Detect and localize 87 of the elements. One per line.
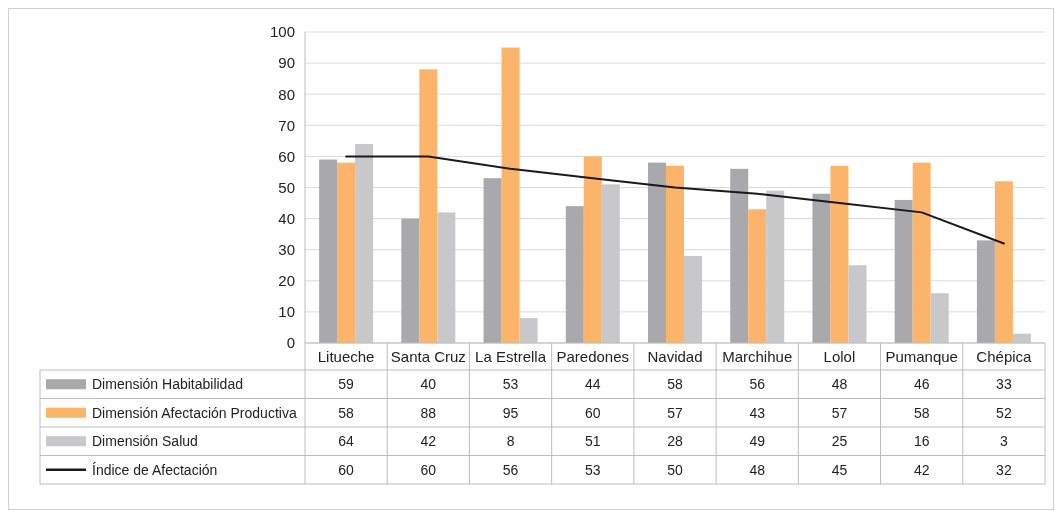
y-tick-label: 40	[278, 209, 295, 227]
y-tick-label: 80	[278, 85, 295, 103]
y-tick-label: 0	[286, 334, 295, 352]
x-tick-label: Pumanque	[885, 347, 958, 365]
data-label: 32	[996, 461, 1012, 478]
x-tick-label: Litueche	[317, 347, 375, 365]
data-label: 46	[913, 376, 930, 393]
data-label: 16	[913, 433, 930, 450]
data-label: 44	[584, 376, 601, 393]
bar	[319, 159, 338, 343]
y-tick-label: 30	[278, 241, 295, 258]
bar	[994, 181, 1013, 343]
data-label: 56	[749, 376, 766, 393]
data-label: 60	[584, 404, 601, 421]
data-label: 51	[584, 433, 601, 450]
bar	[894, 199, 913, 343]
data-label: 60	[420, 461, 437, 478]
legend-label: Dimensión Habitabilidad	[92, 376, 243, 393]
data-label: 57	[667, 404, 683, 421]
bar	[401, 218, 420, 343]
data-label: 43	[749, 404, 766, 421]
data-label: 57	[831, 404, 848, 421]
y-tick-label: 70	[278, 116, 295, 134]
data-label: 42	[420, 433, 437, 450]
bar	[419, 69, 438, 343]
data-label: 33	[996, 376, 1012, 393]
legend-label: Dimensión Salud	[92, 433, 198, 450]
x-tick-label: Marchihue	[722, 347, 793, 365]
bar	[684, 255, 702, 343]
legend-label: Índice de Afectación	[92, 461, 218, 478]
bar	[830, 165, 849, 343]
data-label: 60	[338, 461, 355, 478]
data-label: 53	[502, 376, 519, 393]
bar	[930, 293, 949, 343]
data-label: 3	[999, 433, 1008, 450]
data-label: 40	[420, 376, 437, 393]
data-label: 59	[338, 376, 355, 393]
bar	[583, 156, 602, 343]
bar	[912, 162, 931, 343]
data-label: 49	[749, 433, 766, 450]
bar	[565, 206, 584, 343]
data-label: 88	[420, 404, 437, 421]
data-label: 58	[913, 404, 930, 421]
x-tick-label: La Estrella	[475, 347, 547, 365]
bar	[519, 318, 538, 343]
bar	[730, 168, 749, 343]
bar	[501, 47, 520, 343]
data-label: 42	[913, 461, 930, 478]
data-label: 8	[506, 433, 515, 450]
x-tick-label: Chépica	[976, 347, 1033, 365]
data-label: 58	[667, 376, 683, 393]
bar	[437, 212, 456, 343]
data-label: 25	[831, 433, 848, 450]
bar	[648, 162, 666, 343]
data-label: 48	[831, 376, 848, 393]
bar	[812, 193, 831, 343]
bar	[337, 162, 356, 343]
data-label: 64	[338, 433, 355, 450]
data-label: 95	[502, 404, 519, 421]
data-label: 48	[749, 461, 766, 478]
x-tick-label: Santa Cruz	[390, 347, 466, 365]
bar	[483, 178, 502, 343]
bar	[748, 209, 767, 343]
y-tick-label: 100	[269, 23, 295, 41]
data-label: 53	[584, 461, 601, 478]
bar	[976, 240, 995, 343]
x-tick-label: Navidad	[647, 347, 703, 365]
data-label: 45	[831, 461, 848, 478]
data-label: 50	[667, 461, 683, 478]
data-label: 28	[667, 433, 683, 450]
bar	[766, 190, 785, 343]
y-tick-label: 10	[278, 303, 295, 321]
data-label: 52	[996, 404, 1012, 421]
bar	[601, 184, 620, 343]
line-series	[345, 155, 1005, 245]
y-tick-label: 20	[278, 272, 295, 290]
x-tick-label: Paredones	[556, 347, 630, 365]
data-label: 58	[338, 404, 355, 421]
legend-label: Dimensión Afectación Productiva	[92, 404, 297, 421]
x-tick-label: Lolol	[823, 347, 856, 365]
bar	[355, 143, 374, 343]
y-tick-label: 90	[278, 54, 295, 72]
data-label: 56	[502, 461, 519, 478]
bar	[848, 265, 867, 343]
y-tick-label: 60	[278, 147, 295, 165]
bar	[666, 165, 684, 343]
y-tick-label: 50	[278, 178, 295, 196]
